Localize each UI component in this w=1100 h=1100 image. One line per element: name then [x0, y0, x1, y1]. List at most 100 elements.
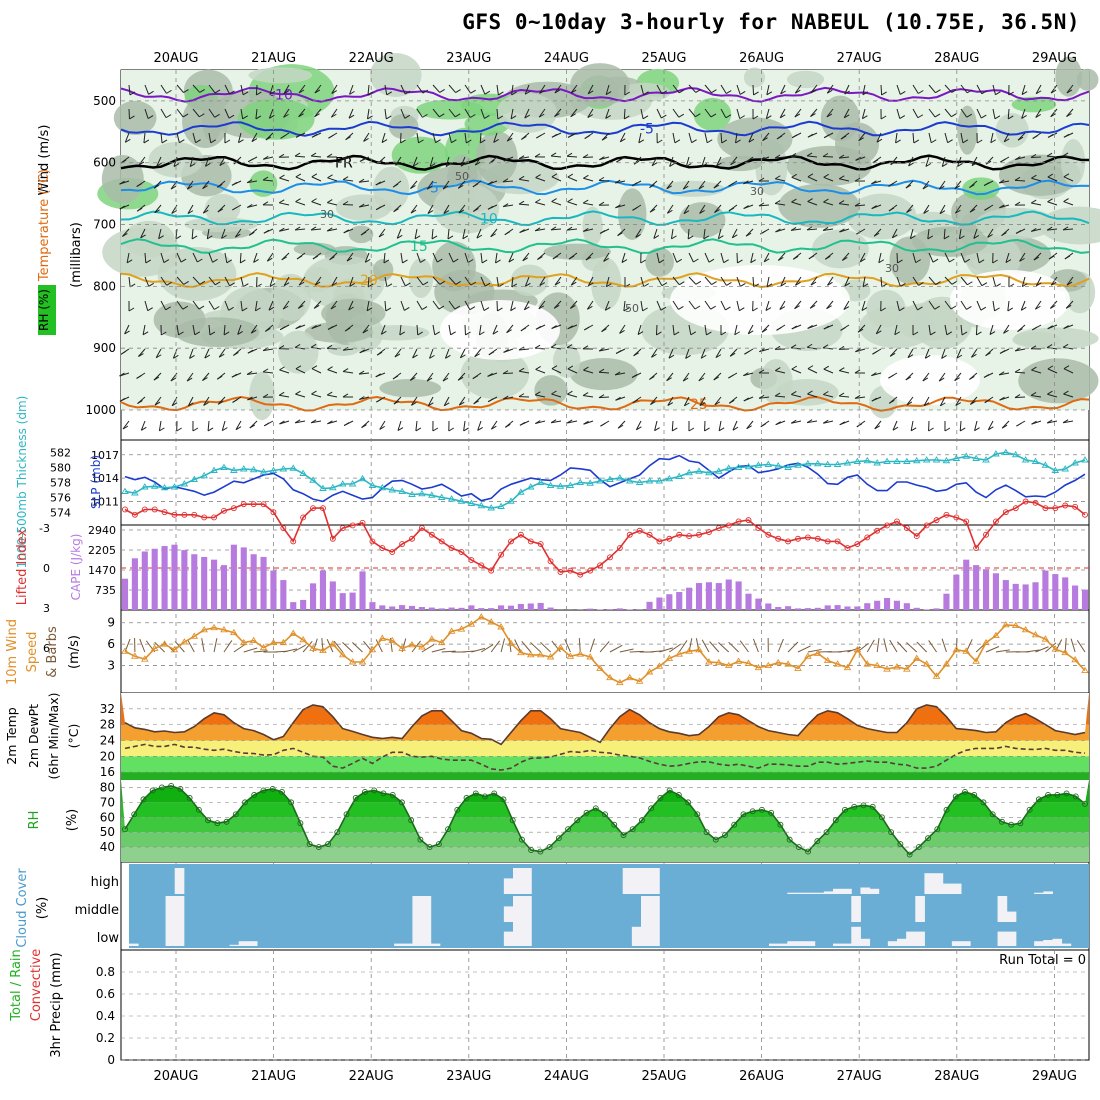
wind-barb [640, 108, 644, 119]
cape-bar [250, 554, 257, 610]
wind-barb [359, 180, 370, 183]
thickness-point [200, 471, 208, 479]
thickness-point [556, 482, 565, 489]
rh2m-point [768, 809, 775, 816]
wind-barb [1047, 173, 1054, 178]
thickness-point [378, 483, 387, 491]
wind-barb [331, 90, 338, 94]
wind-barb [214, 113, 220, 118]
wind-barb [1008, 91, 1014, 96]
wind-barb [987, 233, 993, 238]
wind-barb [518, 393, 525, 398]
wind-barb [1063, 365, 1070, 370]
wind-barb [900, 91, 906, 95]
rh2m-point [177, 785, 184, 792]
cape-bar [943, 593, 950, 610]
wind-barb [122, 233, 128, 237]
wind-barb [859, 252, 866, 263]
wind-barb [311, 390, 317, 395]
rh2m-point [832, 817, 839, 824]
rh2m-point [1082, 800, 1088, 807]
thickness-point [160, 483, 169, 491]
wind-barb [480, 108, 485, 119]
wind-speed-point [140, 655, 149, 662]
wind-barb [447, 235, 454, 240]
wind-barb [144, 84, 150, 95]
wind-speed-point [843, 663, 852, 671]
cape-bar [913, 607, 920, 610]
wind-barb [955, 402, 962, 406]
cape-bar [903, 603, 910, 610]
wind-barb [794, 108, 802, 118]
wind-barb [330, 300, 338, 310]
surface-wind-barb [985, 646, 1000, 653]
wind-barb [614, 179, 621, 184]
thickness-point [982, 456, 990, 463]
wind-barb [758, 202, 765, 207]
wind-barb [364, 252, 370, 263]
wind-barb [518, 348, 530, 351]
wind-barb [326, 344, 333, 349]
cloud-low-bar [778, 943, 788, 946]
wind-barb [998, 371, 1005, 376]
wind-barb [217, 183, 223, 188]
wind-barb [875, 324, 882, 335]
wind-barb [186, 377, 193, 382]
wind-barb [691, 139, 697, 144]
wind-speed-point [1061, 648, 1070, 656]
wind-barb [632, 206, 638, 211]
rh-legend-swatch [38, 285, 56, 335]
wind-barb [187, 396, 194, 407]
rh2m-point [592, 805, 599, 812]
cloud-low-bar [631, 926, 642, 946]
cape-bar [745, 593, 752, 610]
wind-barb [992, 259, 998, 264]
wind-barb [895, 139, 901, 144]
wind-barb [975, 324, 978, 336]
cape-bar [656, 597, 663, 610]
wind-barb [490, 420, 498, 430]
wind-barb [925, 156, 930, 167]
lifted-index-point [1022, 498, 1029, 505]
wind-barb [364, 258, 371, 263]
thickness-point [804, 459, 812, 467]
wind-barb [360, 231, 367, 236]
thickness-point [368, 481, 377, 488]
wind-barb [160, 276, 168, 286]
rh2m-point [712, 836, 719, 843]
wind-barb [656, 331, 662, 336]
wind-barb [766, 84, 770, 95]
wind-barb [987, 420, 994, 431]
wind-barb [637, 324, 642, 335]
wind-barb [989, 324, 994, 335]
lifted-index-point [626, 531, 633, 538]
wind-speed-point [378, 634, 387, 641]
wind-barb [159, 427, 165, 432]
wind-barb [383, 259, 390, 264]
thickness-point [972, 454, 980, 461]
wind-barb [160, 84, 167, 94]
rh-patch [778, 183, 860, 228]
wind-barb [311, 198, 317, 203]
wind-barb [758, 204, 770, 207]
wind-barb [823, 394, 834, 398]
rh-patch [570, 358, 638, 391]
lifted-index-point [953, 514, 960, 521]
wind-barb [906, 204, 914, 213]
rh2m-point [260, 787, 267, 794]
cloud-high-bar [814, 892, 825, 894]
rh-dry-patch [880, 355, 980, 405]
wind-barb [519, 229, 525, 233]
thickness-point [586, 479, 594, 486]
wind-barb [1030, 345, 1037, 350]
surface-wind-barb [589, 638, 596, 653]
wind-barb [570, 276, 578, 286]
wind-barb [720, 300, 726, 311]
wind-barb [186, 185, 193, 190]
wind-barb [988, 426, 994, 431]
thickness-point [249, 465, 258, 473]
wind-speed-point [883, 665, 891, 672]
wind-barb [857, 328, 864, 333]
cape-bar [458, 607, 465, 610]
rh2m-point [306, 841, 313, 848]
